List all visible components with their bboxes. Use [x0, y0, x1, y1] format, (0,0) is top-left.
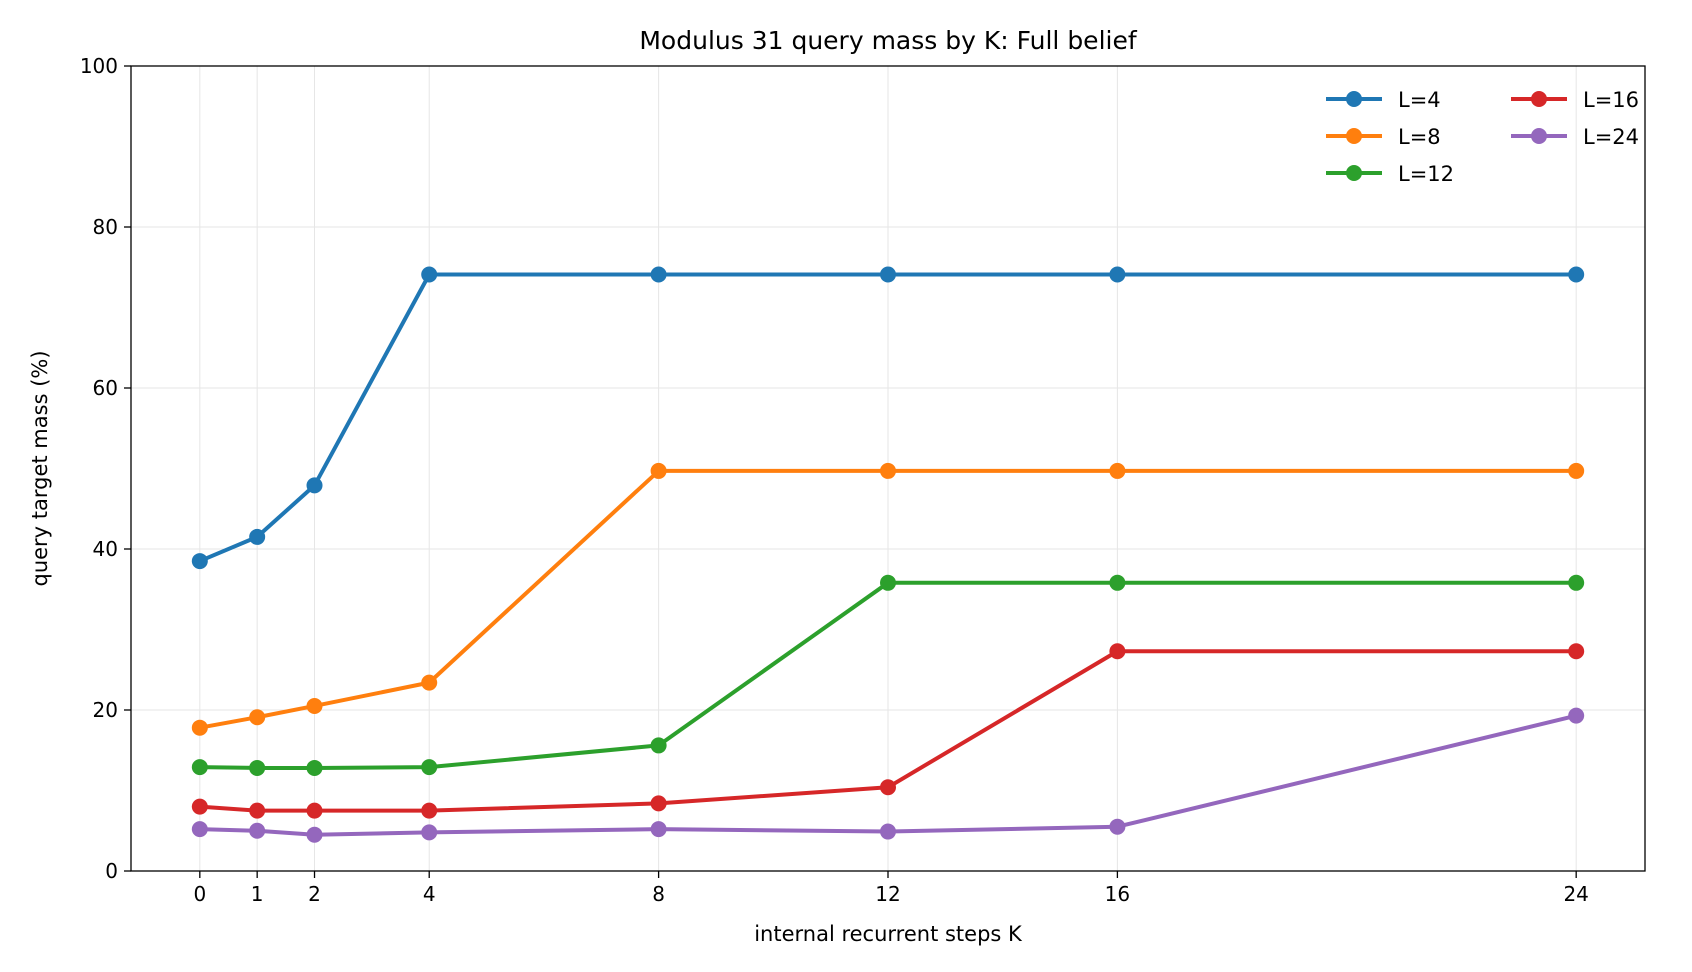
data-point-l8 [249, 709, 266, 726]
legend: L=4 L=8 L=12 L=16 L=24 [1326, 88, 1639, 186]
legend-label: L=8 [1398, 125, 1441, 149]
data-point-l8 [421, 674, 438, 691]
data-point-l4 [306, 477, 323, 494]
y-tick-label: 60 [93, 376, 118, 400]
data-point-l8 [191, 719, 208, 736]
legend-item-l8: L=8 [1326, 125, 1441, 149]
data-point-l16 [1568, 643, 1585, 660]
legend-item-l4: L=4 [1326, 88, 1441, 112]
chart-title: Modulus 31 query mass by K: Full belief [639, 26, 1137, 55]
x-tick-label: 12 [875, 882, 900, 906]
data-point-l16 [191, 798, 208, 815]
data-point-l24 [1109, 818, 1126, 835]
data-point-l8 [880, 462, 896, 479]
legend-item-l12: L=12 [1326, 162, 1454, 186]
data-point-l24 [880, 823, 896, 840]
x-axis-title: internal recurrent steps K [754, 922, 1023, 946]
data-point-l4 [880, 266, 896, 283]
series-l8 [191, 462, 1585, 736]
x-tick-label: 1 [251, 882, 264, 906]
x-tick-label: 4 [423, 882, 436, 906]
series-line-l8 [197, 468, 1579, 730]
data-point-l24 [191, 821, 208, 838]
data-point-l12 [1109, 574, 1126, 591]
data-point-l8 [1109, 462, 1126, 479]
y-tick-label: 20 [93, 698, 118, 722]
data-point-l16 [1109, 643, 1126, 660]
series-line-l16 [197, 649, 1579, 813]
legend-label: L=4 [1398, 88, 1441, 112]
data-point-l8 [306, 697, 323, 714]
data-point-l12 [1568, 574, 1585, 591]
data-point-l4 [1568, 266, 1585, 283]
legend-label: L=16 [1583, 88, 1639, 112]
legend-swatch-marker [1531, 128, 1547, 144]
y-tick-label: 40 [93, 537, 118, 561]
series-line-l24 [197, 713, 1579, 837]
data-point-l12 [306, 759, 323, 776]
data-point-l24 [306, 826, 323, 843]
data-point-l24 [249, 822, 266, 839]
data-point-l4 [650, 266, 667, 283]
data-point-l4 [1109, 266, 1126, 283]
y-tick-label: 0 [105, 859, 118, 883]
legend-swatch-marker [1346, 165, 1362, 181]
data-point-l16 [880, 779, 896, 796]
series-l16 [191, 643, 1585, 819]
data-point-l16 [249, 802, 266, 819]
data-point-l12 [650, 737, 667, 754]
legend-swatch-marker [1531, 91, 1547, 107]
data-point-l24 [1568, 707, 1585, 724]
data-point-l4 [421, 266, 438, 283]
x-tick-label: 16 [1105, 882, 1130, 906]
data-point-l12 [191, 759, 208, 776]
legend-item-l16: L=16 [1511, 88, 1639, 112]
y-axis-title: query target mass (%) [28, 350, 52, 586]
x-tick-label: 24 [1563, 882, 1588, 906]
x-tick-label: 8 [652, 882, 665, 906]
data-point-l12 [249, 759, 266, 776]
data-point-l8 [650, 462, 667, 479]
series-line-l12 [197, 580, 1579, 770]
data-point-l16 [421, 802, 438, 819]
data-point-l24 [421, 824, 438, 841]
y-tick-label: 100 [80, 54, 118, 78]
data-point-l4 [191, 553, 208, 570]
y-tick-label: 80 [93, 215, 118, 239]
data-point-l4 [249, 528, 266, 545]
series-line-l4 [197, 272, 1579, 564]
legend-swatch-marker [1346, 91, 1362, 107]
x-tick-label: 0 [193, 882, 206, 906]
series-l24 [191, 707, 1585, 843]
data-point-l12 [880, 574, 896, 591]
x-tick-label: 2 [308, 882, 321, 906]
data-point-l16 [306, 802, 323, 819]
series-layer [191, 266, 1585, 843]
legend-swatch-marker [1346, 128, 1362, 144]
series-l12 [191, 574, 1585, 776]
data-point-l12 [421, 759, 438, 776]
series-l4 [191, 266, 1585, 570]
legend-label: L=12 [1398, 162, 1454, 186]
data-point-l16 [650, 795, 667, 812]
legend-item-l24: L=24 [1511, 125, 1639, 149]
legend-label: L=24 [1583, 125, 1639, 149]
data-point-l24 [650, 821, 667, 838]
data-point-l8 [1568, 462, 1585, 479]
